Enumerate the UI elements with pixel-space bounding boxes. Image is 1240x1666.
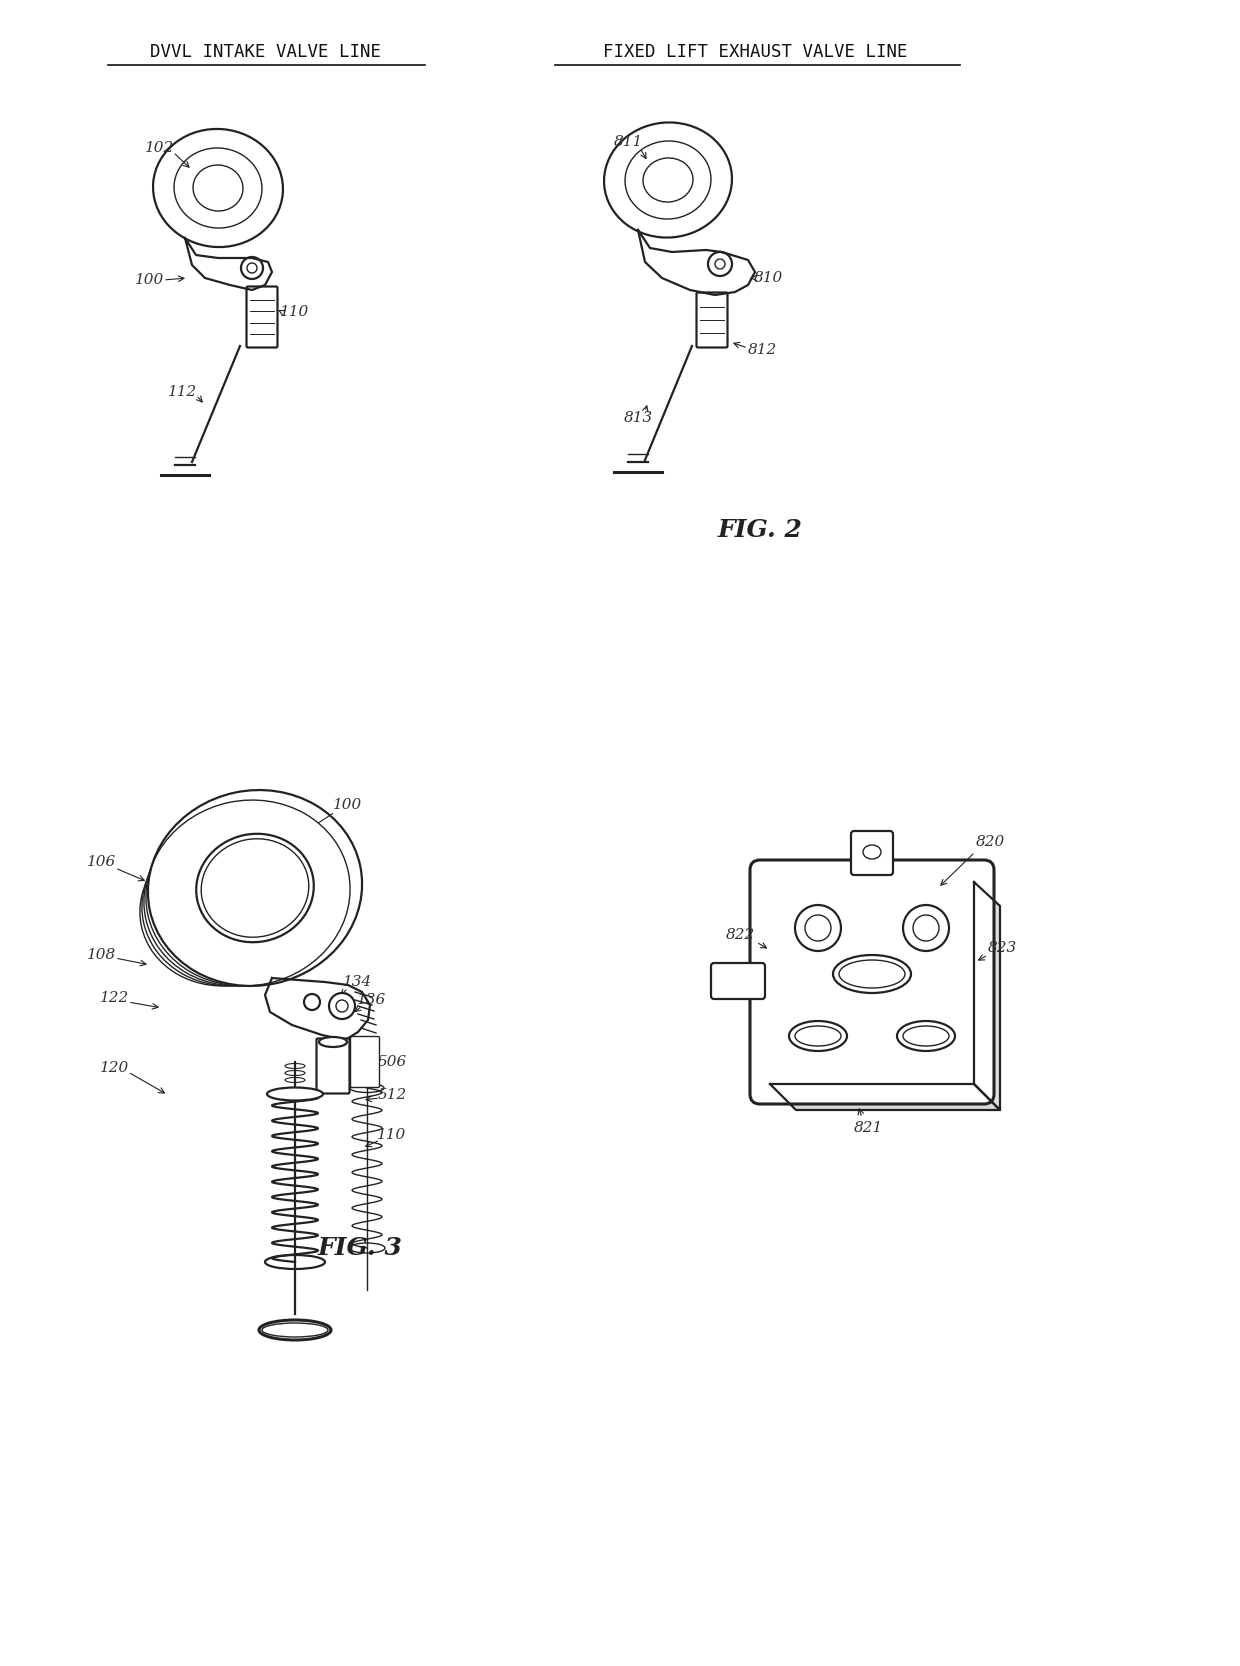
FancyBboxPatch shape	[750, 860, 994, 1105]
Text: DVVL INTAKE VALVE LINE: DVVL INTAKE VALVE LINE	[150, 43, 381, 62]
FancyBboxPatch shape	[711, 963, 765, 1000]
Ellipse shape	[897, 1021, 955, 1051]
Text: 506: 506	[377, 1055, 407, 1070]
Polygon shape	[973, 881, 999, 1110]
Text: 122: 122	[100, 991, 130, 1005]
Text: 108: 108	[87, 948, 117, 961]
Text: 106: 106	[87, 855, 117, 870]
FancyBboxPatch shape	[247, 287, 278, 348]
Ellipse shape	[267, 1088, 322, 1101]
Text: FIG. 2: FIG. 2	[718, 518, 802, 541]
Circle shape	[708, 252, 732, 277]
Ellipse shape	[141, 820, 326, 986]
Ellipse shape	[348, 1243, 384, 1253]
Text: 136: 136	[357, 993, 387, 1006]
FancyBboxPatch shape	[697, 293, 728, 348]
Text: 100: 100	[135, 273, 165, 287]
Ellipse shape	[789, 1021, 847, 1051]
Circle shape	[903, 905, 949, 951]
Ellipse shape	[259, 1319, 331, 1339]
Text: 821: 821	[853, 1121, 883, 1135]
Text: 110: 110	[280, 305, 310, 318]
Text: 134: 134	[343, 975, 373, 990]
Ellipse shape	[144, 810, 339, 986]
Text: 104: 104	[273, 821, 303, 835]
FancyBboxPatch shape	[851, 831, 893, 875]
Text: 820: 820	[976, 835, 1004, 850]
Text: 120: 120	[100, 1061, 130, 1075]
Ellipse shape	[319, 1036, 347, 1046]
Text: 811: 811	[614, 135, 642, 148]
Ellipse shape	[833, 955, 911, 993]
Circle shape	[241, 257, 263, 278]
Ellipse shape	[196, 833, 314, 943]
Circle shape	[795, 905, 841, 951]
Ellipse shape	[140, 830, 314, 986]
Text: 812: 812	[748, 343, 776, 357]
Text: 100: 100	[334, 798, 362, 811]
Text: 822: 822	[725, 928, 755, 941]
FancyBboxPatch shape	[316, 1038, 350, 1093]
Text: 112: 112	[169, 385, 197, 398]
Ellipse shape	[146, 800, 350, 986]
Text: FIXED LIFT EXHAUST VALVE LINE: FIXED LIFT EXHAUST VALVE LINE	[603, 43, 908, 62]
Text: 810: 810	[754, 272, 782, 285]
Polygon shape	[770, 1085, 999, 1110]
Text: 110: 110	[377, 1128, 407, 1141]
Text: 102: 102	[145, 142, 175, 155]
Text: 823: 823	[987, 941, 1017, 955]
Text: 512: 512	[377, 1088, 407, 1101]
Text: 102: 102	[272, 881, 300, 895]
Ellipse shape	[265, 1254, 325, 1269]
Circle shape	[304, 995, 320, 1010]
Circle shape	[329, 993, 355, 1020]
Text: 813: 813	[624, 412, 652, 425]
Text: FIG. 3: FIG. 3	[317, 1236, 403, 1259]
Ellipse shape	[350, 1083, 384, 1093]
FancyBboxPatch shape	[351, 1036, 379, 1088]
